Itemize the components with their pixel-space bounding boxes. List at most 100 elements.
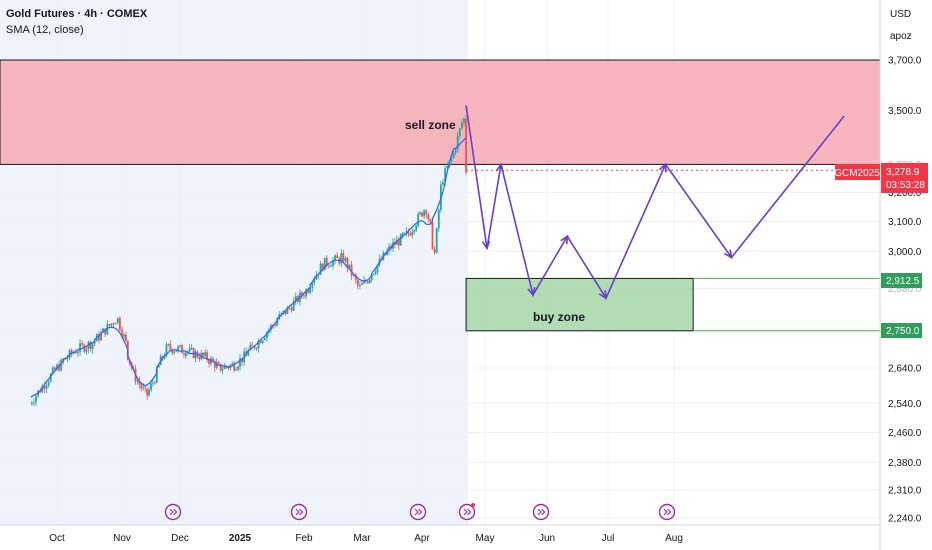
- buy-top-badge: [881, 273, 922, 288]
- candle: [423, 209, 425, 220]
- candle: [237, 365, 239, 372]
- candle: [219, 363, 222, 373]
- candle: [241, 358, 243, 367]
- buy-zone[interactable]: [465, 277, 694, 332]
- candle: [177, 344, 179, 354]
- candle: [217, 360, 220, 365]
- dividend-event-icon[interactable]: [532, 503, 550, 521]
- symbol-badge: [835, 164, 880, 180]
- candle: [167, 343, 170, 347]
- candle: [427, 212, 430, 223]
- candle: [405, 227, 408, 237]
- candle: [399, 233, 402, 246]
- candle: [340, 248, 343, 257]
- candle: [114, 322, 117, 325]
- candle: [239, 354, 241, 371]
- y-tick-label: 2,460.0: [888, 428, 922, 439]
- dividend-event-icon[interactable]: [658, 503, 676, 521]
- chart-legend: Gold Futures · 4h · COMEX SMA (12, close…: [6, 6, 147, 38]
- candle: [463, 117, 465, 127]
- candle: [330, 263, 332, 267]
- event-icons[interactable]: [164, 503, 676, 521]
- sell-zone[interactable]: [0, 59, 881, 165]
- dividend-event-icon[interactable]: [290, 503, 308, 521]
- candle: [233, 361, 236, 373]
- candle: [374, 269, 377, 276]
- candle: [66, 354, 69, 363]
- candle: [346, 256, 349, 273]
- candle: [403, 232, 406, 234]
- indicator-label[interactable]: SMA (12, close): [6, 24, 84, 36]
- candle: [47, 379, 50, 388]
- x-tick-label: Oct: [49, 533, 65, 544]
- y-tick-label: 2,880.0: [888, 284, 922, 295]
- y-tick-label: 3,100.0: [888, 217, 922, 228]
- earnings-event-icon[interactable]: [458, 503, 476, 521]
- candle: [33, 398, 35, 406]
- candle: [454, 148, 457, 156]
- symbol-badge-text: GCM2025: [834, 168, 880, 179]
- candle: [116, 317, 119, 325]
- candle: [169, 340, 172, 352]
- candle: [431, 228, 434, 250]
- candle: [368, 279, 371, 284]
- last-price-badge: [881, 163, 928, 193]
- x-axis-ticks: Oct Nov Dec 2025 Feb Mar Apr May Jun Jul Aug: [49, 533, 683, 544]
- candle: [255, 347, 258, 351]
- candle: [325, 255, 328, 269]
- candle: [148, 386, 150, 398]
- candle: [442, 178, 444, 186]
- candle: [433, 246, 436, 255]
- candle: [85, 346, 88, 355]
- candle: [119, 316, 121, 332]
- candle: [261, 339, 264, 345]
- buy-bottom-badge-text: 2,750.0: [886, 326, 920, 337]
- y-tick-label: 3,200.0: [888, 188, 922, 199]
- candle: [165, 341, 168, 358]
- dividend-event-icon[interactable]: [409, 503, 427, 521]
- candle: [413, 229, 416, 235]
- candle: [461, 119, 463, 131]
- sma-line: [31, 137, 467, 398]
- candle: [108, 323, 111, 327]
- candle: [35, 394, 37, 406]
- last-price-badge-text: 3,278.9: [886, 167, 920, 178]
- candle: [437, 207, 440, 232]
- candle: [286, 305, 289, 315]
- candle: [251, 341, 254, 347]
- candle: [419, 210, 421, 216]
- arrowhead: [527, 287, 536, 297]
- candle: [456, 132, 459, 153]
- candle: [332, 257, 334, 270]
- y-tick-label: 2,540.0: [888, 399, 922, 410]
- candle: [79, 339, 81, 356]
- candle: [311, 281, 314, 293]
- candle: [215, 360, 218, 364]
- candle: [344, 256, 347, 263]
- candle: [204, 349, 207, 358]
- candle: [56, 363, 58, 372]
- candle: [356, 278, 359, 290]
- candle: [152, 378, 154, 387]
- candle: [409, 230, 412, 237]
- candle: [336, 252, 339, 259]
- candle: [361, 280, 363, 286]
- candle: [171, 348, 174, 356]
- symbol-title: Gold Futures · 4h · COMEX: [6, 8, 148, 20]
- currency-label[interactable]: USD: [890, 9, 912, 20]
- candle: [350, 260, 353, 281]
- unit-label[interactable]: apoz: [890, 31, 912, 42]
- buy-bottom-badge: [881, 323, 922, 338]
- candle: [43, 381, 46, 394]
- dividend-event-icon[interactable]: [164, 503, 182, 521]
- candle: [213, 359, 216, 372]
- candle: [231, 361, 234, 366]
- arrowhead: [495, 162, 505, 173]
- candle: [110, 323, 113, 328]
- candle: [45, 383, 48, 394]
- candle: [212, 356, 214, 362]
- candle: [450, 156, 453, 165]
- x-tick-label: Aug: [665, 533, 683, 544]
- candle: [417, 211, 420, 229]
